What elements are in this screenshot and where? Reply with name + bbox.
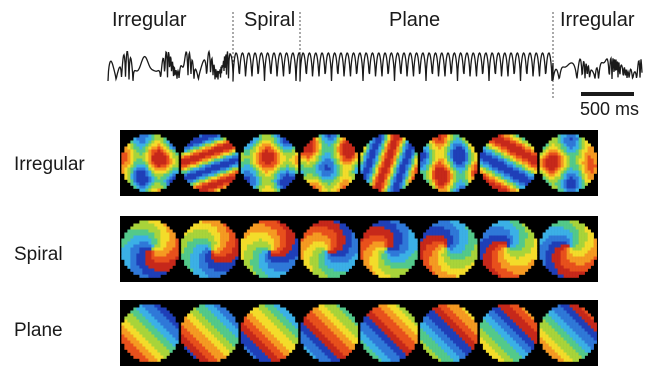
activation-map-frame <box>181 135 238 192</box>
activation-map-frame <box>540 221 597 278</box>
scale-bar-label: 500 ms <box>580 98 639 120</box>
activation-map-frame <box>301 221 358 278</box>
activation-map-frame <box>540 135 597 192</box>
activation-map-frame <box>420 135 477 192</box>
activation-map-frame <box>181 305 238 362</box>
row-label-spiral: Spiral <box>14 243 63 267</box>
signal-trace <box>108 51 642 81</box>
activation-map-frame <box>360 221 417 278</box>
activation-map-frame <box>121 135 178 192</box>
activation-map-frame <box>480 305 537 362</box>
activation-map-frame <box>480 221 537 278</box>
map-strip-spiral <box>120 216 598 282</box>
activation-map-frame <box>121 221 178 278</box>
activation-map-frame <box>360 305 417 362</box>
map-strip-irregular <box>120 130 598 196</box>
activation-map-frame <box>540 305 597 362</box>
activation-map-frame <box>301 135 358 192</box>
activation-map-frame <box>420 221 477 278</box>
activation-map-frame <box>241 305 298 362</box>
map-strip-plane <box>120 300 598 366</box>
activation-map-frame <box>121 305 178 362</box>
activation-map-frame <box>360 135 417 192</box>
row-label-plane: Plane <box>14 319 63 343</box>
activation-map-frame <box>420 305 477 362</box>
activation-map-frame <box>241 135 298 192</box>
ecg-trace <box>0 0 660 125</box>
row-label-irregular: Irregular <box>14 153 85 177</box>
activation-map-frame <box>181 221 238 278</box>
activation-map-frame <box>241 221 298 278</box>
activation-map-frame <box>480 135 537 192</box>
activation-map-frame <box>301 305 358 362</box>
